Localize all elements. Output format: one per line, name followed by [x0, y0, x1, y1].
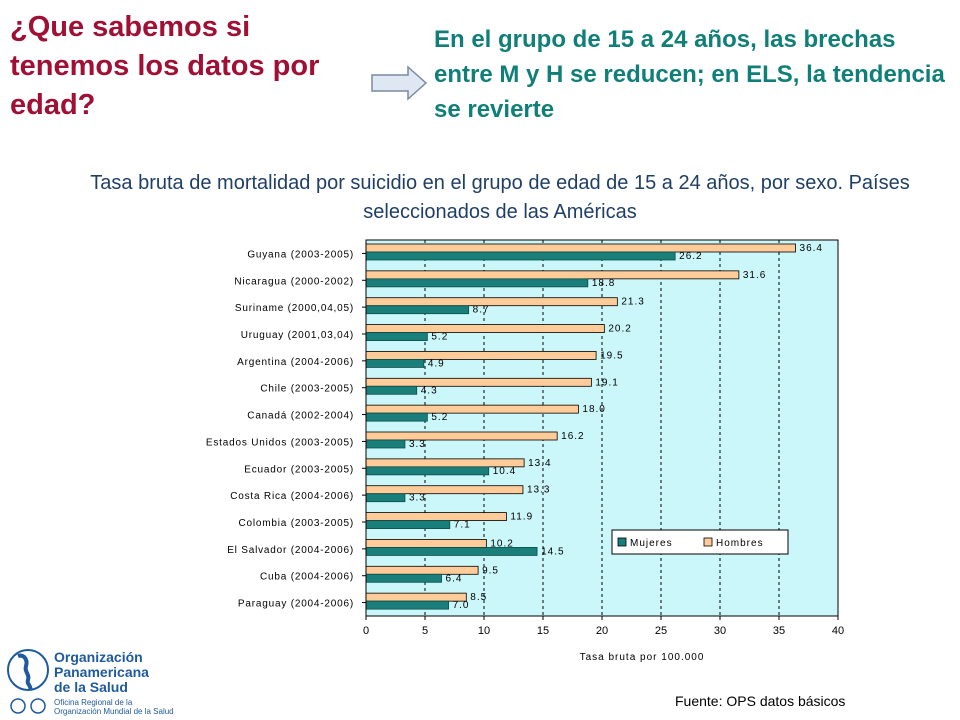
bar-hombres [365, 377, 592, 387]
bar-hombres [365, 243, 796, 253]
logo-line-3: de la Salud [54, 679, 128, 695]
x-tick-label: 35 [773, 625, 785, 637]
bar-hombres [365, 512, 507, 521]
legend-label: Hombres [716, 538, 764, 549]
category-label: Nicaragua (2000-2002) [234, 276, 354, 287]
x-tick-label: 20 [596, 625, 608, 637]
legend-box [611, 529, 789, 555]
value-label-mujeres: 8.7 [473, 305, 490, 316]
category-label: Ecuador (2003-2005) [244, 464, 354, 475]
category-label: Paraguay (2004-2006) [238, 599, 354, 610]
logo-line-1: Organización [54, 649, 143, 665]
bar-mujeres [365, 251, 676, 261]
logo-sub-line-1: Oficina Regional de la [54, 698, 133, 707]
value-label-hombres: 20.2 [608, 324, 631, 335]
category-label: Estados Unidos (2003-2005) [206, 437, 354, 448]
value-label-hombres: 10.2 [490, 538, 513, 549]
value-label-mujeres: 4.3 [421, 385, 438, 396]
bar-hombres [365, 539, 487, 548]
bar-hombres [365, 297, 618, 307]
arrow-right-icon [371, 65, 428, 101]
category-label: Guyana (2003-2005) [247, 249, 354, 260]
value-label-hombres: 31.6 [743, 270, 766, 281]
bar-mujeres [365, 520, 451, 529]
category-label: Colombia (2003-2005) [238, 518, 354, 529]
value-label-hombres: 13.3 [527, 485, 550, 496]
value-label-mujeres: 5.2 [431, 412, 448, 423]
x-tick-label: 25 [655, 625, 667, 637]
value-label-mujeres: 6.4 [446, 573, 463, 584]
value-label-mujeres: 14.5 [541, 546, 564, 557]
bar-mujeres [365, 493, 406, 503]
x-tick-label: 30 [714, 625, 726, 637]
value-label-mujeres: 3.3 [409, 493, 426, 504]
value-label-hombres: 9.5 [482, 565, 499, 576]
x-axis-label: Tasa bruta por 100.000 [580, 652, 705, 663]
logo-line-2: Panamericana [54, 664, 149, 680]
x-tick-label: 15 [537, 625, 549, 637]
category-label: Costa Rica (2004-2006) [230, 491, 354, 502]
logo-subtitle: Oficina Regional de la Organización Mund… [54, 698, 174, 716]
value-label-mujeres: 7.1 [454, 520, 471, 531]
value-label-hombres: 21.3 [621, 297, 644, 308]
source-note: Fuente: OPS datos básicos [675, 693, 846, 709]
category-label: Suriname (2000,04,05) [235, 303, 354, 314]
bar-mujeres [365, 547, 538, 556]
value-label-hombres: 19.1 [595, 377, 618, 388]
legend-swatch [703, 537, 713, 547]
headline-text: En el grupo de 15 a 24 años, las brechas… [434, 26, 945, 123]
value-label-mujeres: 4.9 [428, 358, 445, 369]
bar-mujeres [365, 466, 490, 476]
category-label: Chile (2003-2005) [260, 384, 354, 395]
x-tick-label: 0 [363, 625, 369, 637]
bar-hombres [365, 592, 467, 602]
bar-hombres [365, 351, 597, 360]
bar-mujeres [365, 439, 406, 449]
category-label: Cuba (2004-2006) [260, 572, 354, 583]
bar-mujeres [365, 385, 418, 395]
bar-hombres [365, 485, 524, 495]
bar-mujeres [365, 278, 589, 288]
x-tick-label: 10 [478, 625, 490, 637]
bar-mujeres [365, 600, 449, 610]
bar-mujeres [365, 573, 442, 583]
bar-mujeres [365, 305, 470, 315]
value-label-hombres: 18.0 [582, 404, 605, 415]
slide-title: ¿Que sabemos si tenemos los datos por ed… [10, 11, 320, 121]
value-label-mujeres: 7.0 [453, 600, 470, 611]
value-label-hombres: 36.4 [800, 243, 823, 254]
value-label-mujeres: 26.2 [679, 251, 702, 262]
logo-name: Organización Panamericana de la Salud [54, 650, 149, 695]
bar-hombres [365, 270, 740, 280]
bar-hombres [365, 431, 558, 441]
value-label-mujeres: 3.3 [409, 439, 426, 450]
bar-hombres [365, 324, 605, 333]
value-label-mujeres: 10.4 [493, 466, 516, 477]
value-label-hombres: 13.4 [528, 458, 551, 469]
value-label-mujeres: 5.2 [431, 332, 448, 343]
bar-hombres [365, 404, 579, 414]
legend-label: Mujeres [630, 538, 673, 549]
bar-mujeres [365, 412, 428, 422]
legend-swatch [617, 537, 627, 547]
category-label: Canadá (2002-2004) [247, 411, 354, 422]
value-label-hombres: 8.5 [470, 592, 487, 603]
value-label-hombres: 19.5 [600, 350, 623, 361]
bar-mujeres [365, 359, 425, 368]
x-tick-label: 5 [422, 625, 428, 637]
bar-mujeres [365, 332, 428, 341]
category-label: Argentina (2004-2006) [237, 357, 354, 368]
logo-sub-line-2: Organización Mundial de la Salud [54, 707, 174, 716]
value-label-hombres: 11.9 [510, 512, 533, 523]
category-label: El Salvador (2004-2006) [227, 545, 354, 556]
category-label: Uruguay (2001,03,04) [241, 330, 354, 341]
paho-logo-icon [7, 649, 49, 714]
chart-title: Tasa bruta de mortalidad por suicidio en… [90, 172, 910, 223]
value-label-mujeres: 18.8 [592, 278, 615, 289]
x-tick-label: 40 [832, 625, 844, 637]
value-label-hombres: 16.2 [561, 431, 584, 442]
